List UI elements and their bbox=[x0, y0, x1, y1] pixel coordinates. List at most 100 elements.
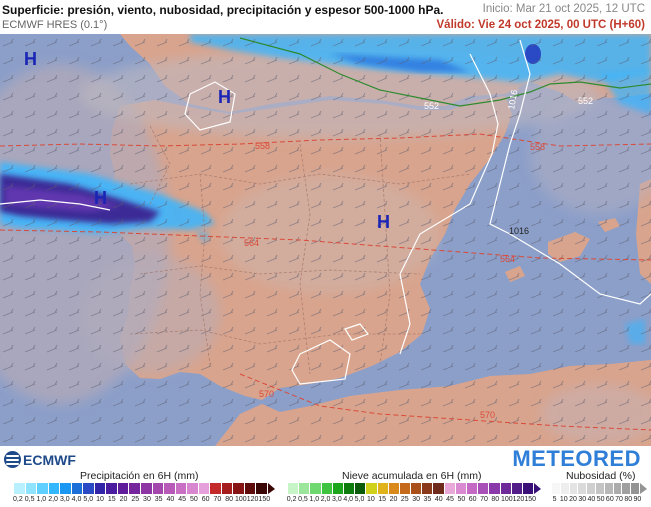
ecmwf-logo-text: ECMWF bbox=[23, 451, 76, 468]
colorbar-tick-label: 5,0 bbox=[354, 496, 365, 503]
colorbar-swatch bbox=[299, 483, 311, 494]
colorbar-swatch bbox=[152, 483, 165, 494]
colorbar-tick-label: 60 bbox=[201, 496, 210, 503]
colorbar-tick-label: 15 bbox=[378, 496, 387, 503]
snow-colorbar-arrow bbox=[534, 483, 541, 494]
globe-icon bbox=[4, 451, 21, 468]
high-pressure-label: H bbox=[94, 188, 107, 208]
colorbar-swatch bbox=[310, 483, 322, 494]
colorbar-tick-label: 35 bbox=[154, 496, 163, 503]
colorbar-tick-label: 4,0 bbox=[71, 496, 82, 503]
colorbar-swatch bbox=[355, 483, 367, 494]
ecmwf-logo: ECMWF bbox=[4, 451, 76, 468]
precip-ticks: 0,2 0,5 1,0 2,0 3,0 4,0 5,0 10 15 20 25 30 35 40 45 50 6… bbox=[12, 496, 270, 503]
colorbar-tick-label: 10 bbox=[559, 496, 568, 503]
colorbar-swatch bbox=[233, 483, 245, 494]
colorbar-swatch bbox=[343, 483, 356, 494]
init-time: Inicio: Mar 21 oct 2025, 12 UTC bbox=[482, 3, 645, 15]
snow-legend-title: Nieve acumulada en 6H (mm) bbox=[342, 470, 482, 482]
colorbar-swatch bbox=[366, 483, 378, 494]
colorbar-tick-label: 60 bbox=[605, 496, 614, 503]
colorbar-swatch bbox=[522, 483, 535, 494]
colorbar-swatch bbox=[377, 483, 389, 494]
thickness-label: 552 bbox=[424, 101, 439, 111]
colorbar-swatch bbox=[587, 483, 596, 494]
colorbar-tick-label: 30 bbox=[143, 496, 151, 503]
colorbar-swatch bbox=[388, 483, 400, 494]
colorbar-swatch bbox=[552, 483, 561, 494]
colorbar-tick-label: 3,0 bbox=[332, 496, 342, 503]
cloud-colorbar bbox=[552, 483, 640, 494]
colorbar-swatch bbox=[244, 483, 257, 494]
colorbar-swatch bbox=[578, 483, 588, 494]
colorbar-tick-label: 30 bbox=[578, 496, 587, 503]
colorbar-swatch bbox=[411, 483, 423, 494]
colorbar-tick-label: 2,0 bbox=[48, 496, 58, 503]
colorbar-tick-label: 0,5 bbox=[24, 496, 35, 503]
colorbar-tick-label: 10 bbox=[366, 496, 375, 503]
colorbar-swatch bbox=[631, 483, 640, 494]
colorbar-tick-label: 40 bbox=[587, 496, 596, 503]
colorbar-swatch bbox=[106, 483, 118, 494]
colorbar-swatch bbox=[288, 483, 300, 494]
colorbar-swatch bbox=[37, 483, 49, 494]
colorbar-tick-label: 80 bbox=[225, 496, 233, 503]
colorbar-tick-label: 5,0 bbox=[83, 496, 94, 503]
thickness-label: 558 bbox=[255, 141, 270, 151]
colorbar-tick-label: 45 bbox=[446, 496, 454, 503]
colorbar-tick-label: 100 bbox=[234, 496, 247, 503]
thickness-label: 552 bbox=[578, 96, 593, 106]
cloud-colorbar-arrow bbox=[640, 483, 647, 494]
thickness-label: 570 bbox=[480, 410, 495, 420]
colorbar-swatch bbox=[187, 483, 199, 494]
colorbar-swatch bbox=[164, 483, 176, 494]
high-pressure-label: H bbox=[377, 212, 390, 232]
colorbar-tick-label: 20 bbox=[389, 496, 398, 503]
colorbar-tick-label: 25 bbox=[400, 496, 409, 503]
colorbar-tick-label: 25 bbox=[131, 496, 140, 503]
map-canvas: H H H H 552 552 558 558 564 564 570 570 … bbox=[0, 34, 651, 446]
colorbar-tick-label: 5 bbox=[552, 496, 557, 503]
legend-footer: ECMWF METEORED Precipitación en 6H (mm) … bbox=[0, 446, 651, 507]
colorbar-swatch bbox=[489, 483, 501, 494]
thickness-label: 564 bbox=[500, 254, 515, 264]
colorbar-tick-label: 30 bbox=[412, 496, 420, 503]
colorbar-tick-label: 50 bbox=[596, 496, 605, 503]
thickness-label: 570 bbox=[259, 389, 274, 399]
map-title: Superficie: presión, viento, nubosidad, … bbox=[2, 3, 444, 17]
colorbar-swatch bbox=[175, 483, 188, 494]
thickness-label: 558 bbox=[530, 142, 545, 152]
high-pressure-label: H bbox=[24, 49, 37, 69]
colorbar-swatch bbox=[94, 483, 107, 494]
colorbar-tick-label: 40 bbox=[434, 496, 443, 503]
colorbar-tick-label: 0,2 bbox=[286, 496, 297, 503]
colorbar-swatch bbox=[422, 483, 434, 494]
colorbar-swatch bbox=[71, 483, 84, 494]
colorbar-swatch bbox=[455, 483, 467, 494]
colorbar-swatch bbox=[210, 483, 222, 494]
colorbar-swatch bbox=[613, 483, 623, 494]
colorbar-tick-label: 20 bbox=[119, 496, 128, 503]
weather-map[interactable]: H H H H 552 552 558 558 564 564 570 570 … bbox=[0, 34, 651, 446]
colorbar-tick-label: 50 bbox=[189, 496, 198, 503]
colorbar-swatch bbox=[129, 483, 142, 494]
valid-time: Válido: Vie 24 oct 2025, 00 UTC (H+60) bbox=[436, 19, 645, 31]
colorbar-swatch bbox=[511, 483, 523, 494]
isobar-label: 1016 bbox=[506, 89, 519, 110]
colorbar-tick-label: 1,0 bbox=[36, 496, 47, 503]
map-header: Superficie: presión, viento, nubosidad, … bbox=[0, 0, 651, 34]
high-pressure-label: H bbox=[218, 87, 231, 107]
colorbar-swatch bbox=[321, 483, 333, 494]
colorbar-swatch bbox=[256, 483, 269, 494]
colorbar-tick-label: 100 bbox=[500, 496, 513, 503]
colorbar-swatch bbox=[560, 483, 570, 494]
colorbar-tick-label: 150 bbox=[524, 496, 536, 503]
colorbar-swatch bbox=[467, 483, 479, 494]
colorbar-tick-label: 90 bbox=[633, 496, 642, 503]
colorbar-tick-label: 70 bbox=[615, 496, 623, 503]
colorbar-tick-label: 120 bbox=[512, 496, 525, 503]
colorbar-swatch bbox=[60, 483, 72, 494]
cloud-ticks: 5 10 20 30 40 50 60 70 80 90 bbox=[550, 496, 642, 503]
colorbar-swatch bbox=[141, 483, 153, 494]
colorbar-tick-label: 80 bbox=[491, 496, 500, 503]
